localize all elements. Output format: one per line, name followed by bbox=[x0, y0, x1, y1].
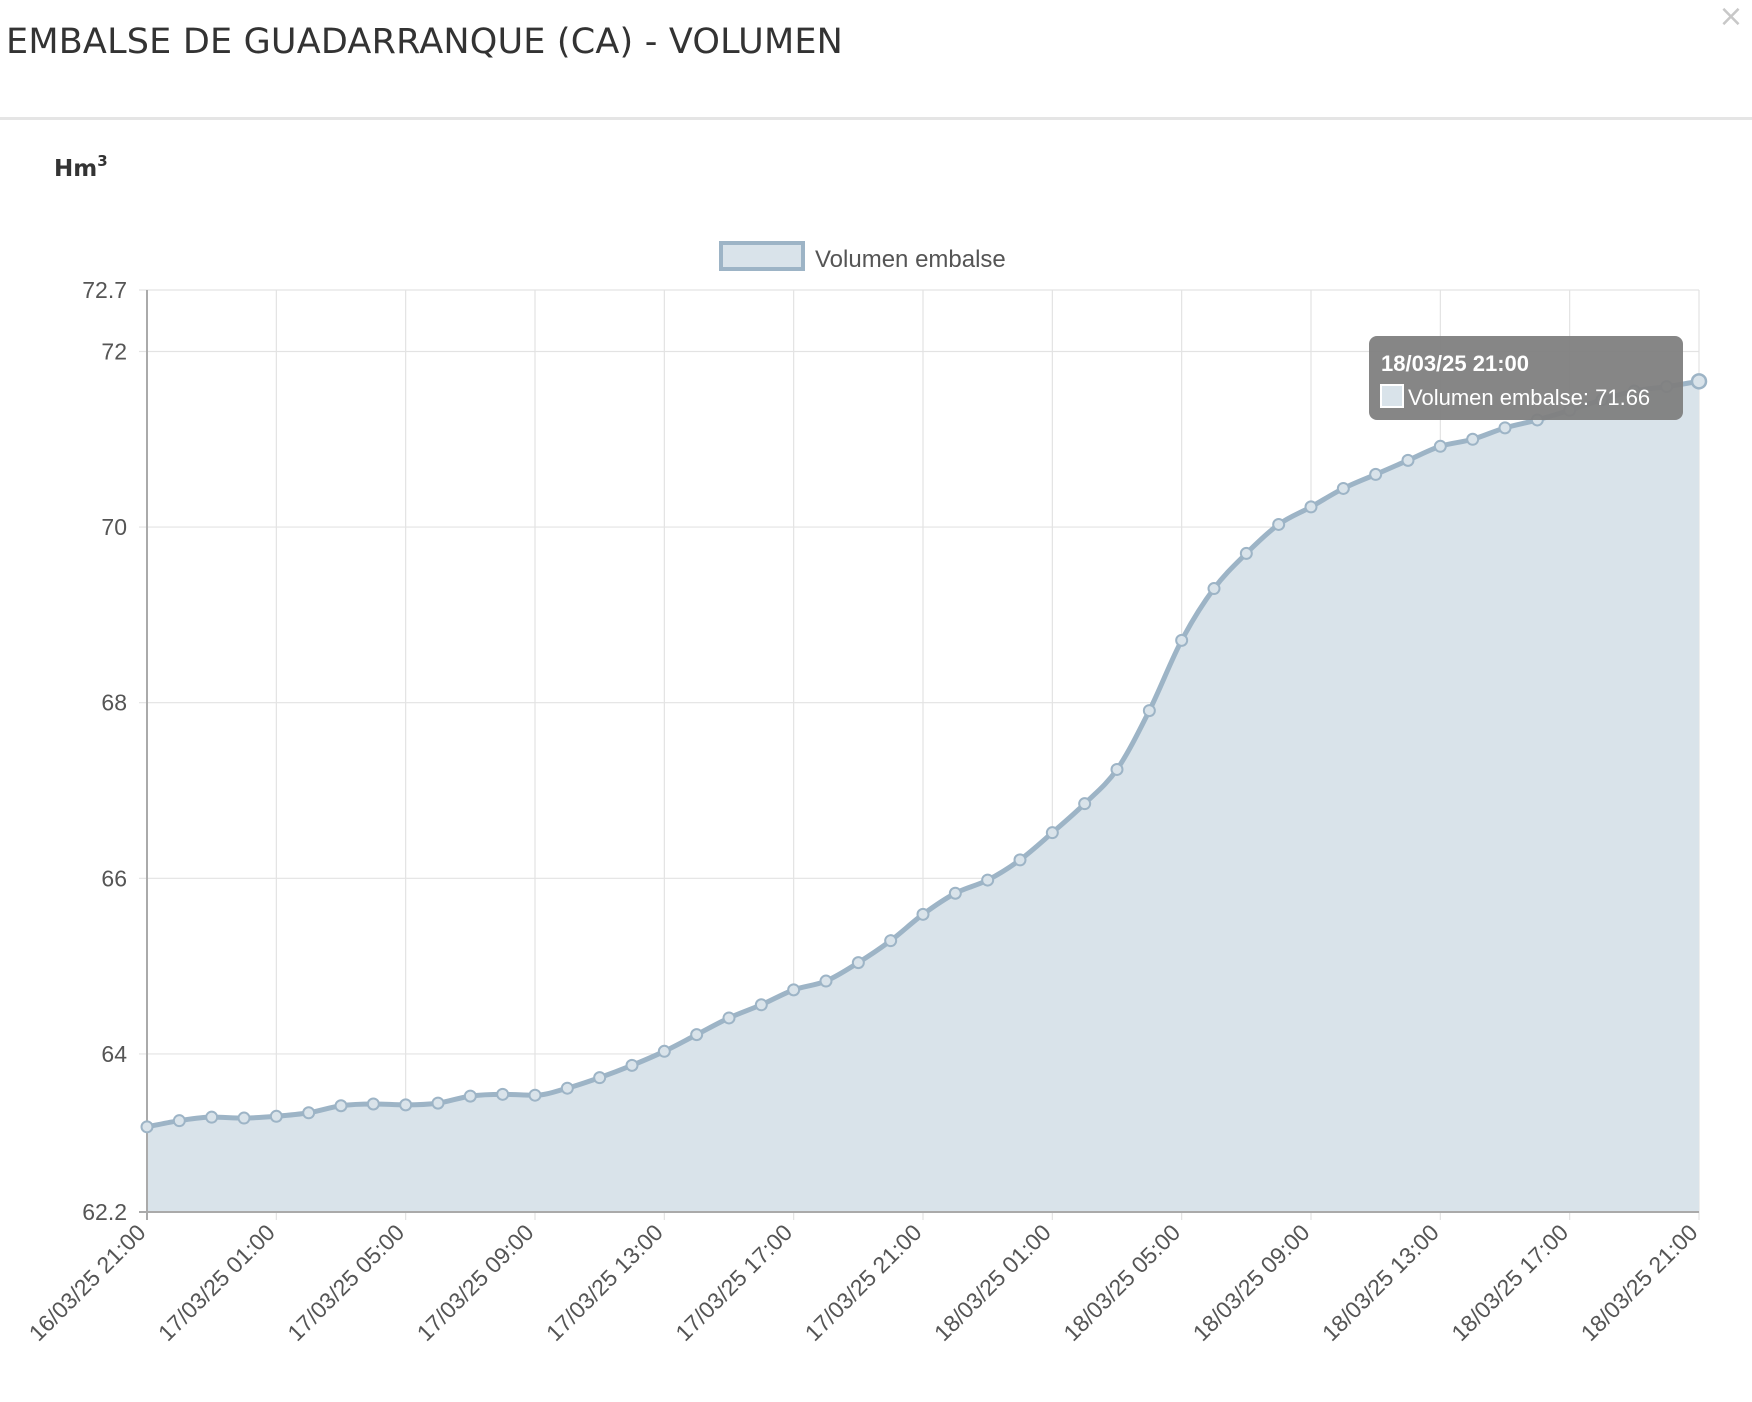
data-point[interactable] bbox=[1401, 453, 1415, 467]
data-point[interactable] bbox=[1498, 421, 1512, 435]
y-tick-label: 66 bbox=[101, 865, 127, 891]
x-tick-label: 17/03/25 09:00 bbox=[412, 1219, 539, 1346]
y-axis-unit-label: Hm3 bbox=[54, 152, 108, 182]
tooltip-title: 18/03/25 21:00 bbox=[1381, 351, 1529, 376]
x-tick-label: 16/03/25 21:00 bbox=[24, 1219, 151, 1346]
legend-label: Volumen embalse bbox=[815, 246, 1006, 273]
points-layer bbox=[140, 373, 1708, 1134]
x-tick-label: 17/03/25 05:00 bbox=[282, 1219, 409, 1346]
unit-exponent: 3 bbox=[97, 152, 108, 170]
tooltip: 18/03/25 21:00 Volumen embalse: 71.66 bbox=[1369, 336, 1683, 420]
data-point[interactable] bbox=[463, 1089, 477, 1103]
data-point[interactable] bbox=[1239, 546, 1253, 560]
legend-swatch bbox=[719, 241, 805, 271]
x-tick-label: 18/03/25 13:00 bbox=[1317, 1219, 1444, 1346]
data-point[interactable] bbox=[1466, 432, 1480, 446]
legend[interactable]: Volumen embalse bbox=[719, 241, 1006, 273]
data-point[interactable] bbox=[722, 1011, 736, 1025]
data-point[interactable] bbox=[948, 886, 962, 900]
x-tick-label: 18/03/25 01:00 bbox=[929, 1219, 1056, 1346]
data-point[interactable] bbox=[851, 956, 865, 970]
data-point[interactable] bbox=[334, 1099, 348, 1113]
modal-header: EMBALSE DE GUADARRANQUE (CA) - VOLUMEN × bbox=[0, 0, 1752, 120]
data-point[interactable] bbox=[754, 998, 768, 1012]
data-point[interactable] bbox=[916, 907, 930, 921]
data-point[interactable] bbox=[884, 934, 898, 948]
y-tick-label: 72 bbox=[101, 338, 127, 364]
data-point[interactable] bbox=[787, 983, 801, 997]
data-point[interactable] bbox=[399, 1098, 413, 1112]
data-point[interactable] bbox=[1207, 582, 1221, 596]
x-tick-label: 17/03/25 17:00 bbox=[670, 1219, 797, 1346]
x-tick-label: 18/03/25 05:00 bbox=[1058, 1219, 1185, 1346]
data-point[interactable] bbox=[1045, 826, 1059, 840]
y-tick-label: 70 bbox=[101, 514, 127, 540]
y-tick-label: 64 bbox=[101, 1041, 127, 1067]
tooltip-swatch bbox=[1380, 384, 1404, 408]
x-tick-label: 17/03/25 21:00 bbox=[800, 1219, 927, 1346]
x-tick-label: 17/03/25 13:00 bbox=[541, 1219, 668, 1346]
x-tick-label: 18/03/25 09:00 bbox=[1188, 1219, 1315, 1346]
data-point[interactable] bbox=[1690, 373, 1708, 390]
data-point[interactable] bbox=[302, 1106, 316, 1120]
y-tick-label: 62.2 bbox=[82, 1199, 127, 1225]
data-point[interactable] bbox=[496, 1087, 510, 1101]
data-point[interactable] bbox=[366, 1097, 380, 1111]
data-point[interactable] bbox=[205, 1110, 219, 1124]
x-tick-label: 18/03/25 21:00 bbox=[1576, 1219, 1703, 1346]
data-point[interactable] bbox=[1304, 500, 1318, 514]
close-icon[interactable]: × bbox=[1718, 0, 1744, 34]
data-point[interactable] bbox=[1336, 481, 1350, 495]
data-point[interactable] bbox=[1433, 439, 1447, 453]
data-point[interactable] bbox=[1142, 704, 1156, 718]
data-point[interactable] bbox=[593, 1071, 607, 1085]
x-tick-label: 18/03/25 17:00 bbox=[1446, 1219, 1573, 1346]
data-point[interactable] bbox=[657, 1044, 671, 1058]
data-point[interactable] bbox=[1369, 467, 1383, 481]
data-point[interactable] bbox=[237, 1111, 251, 1125]
data-point[interactable] bbox=[140, 1120, 154, 1134]
area-fill bbox=[147, 381, 1699, 1212]
data-point[interactable] bbox=[1175, 633, 1189, 647]
data-point[interactable] bbox=[625, 1058, 639, 1072]
data-point[interactable] bbox=[269, 1109, 283, 1123]
data-point[interactable] bbox=[1272, 517, 1286, 531]
tooltip-label: Volumen embalse: 71.66 bbox=[1408, 385, 1650, 410]
data-point[interactable] bbox=[981, 873, 995, 887]
data-point[interactable] bbox=[690, 1028, 704, 1042]
y-tick-label: 72.7 bbox=[82, 277, 127, 303]
axes-layer bbox=[139, 290, 1699, 1220]
data-point[interactable] bbox=[172, 1114, 186, 1128]
y-tick-label: 68 bbox=[101, 690, 127, 716]
tooltip-background bbox=[1369, 336, 1683, 420]
x-tick-label: 17/03/25 01:00 bbox=[153, 1219, 280, 1346]
data-point[interactable] bbox=[528, 1088, 542, 1102]
modal-title: EMBALSE DE GUADARRANQUE (CA) - VOLUMEN bbox=[6, 22, 844, 62]
data-point[interactable] bbox=[1013, 853, 1027, 867]
data-point[interactable] bbox=[1110, 762, 1124, 776]
data-point[interactable] bbox=[1078, 797, 1092, 811]
data-point[interactable] bbox=[431, 1096, 445, 1110]
data-point[interactable] bbox=[819, 974, 833, 988]
unit-base: Hm bbox=[54, 156, 98, 182]
data-point[interactable] bbox=[560, 1081, 574, 1095]
